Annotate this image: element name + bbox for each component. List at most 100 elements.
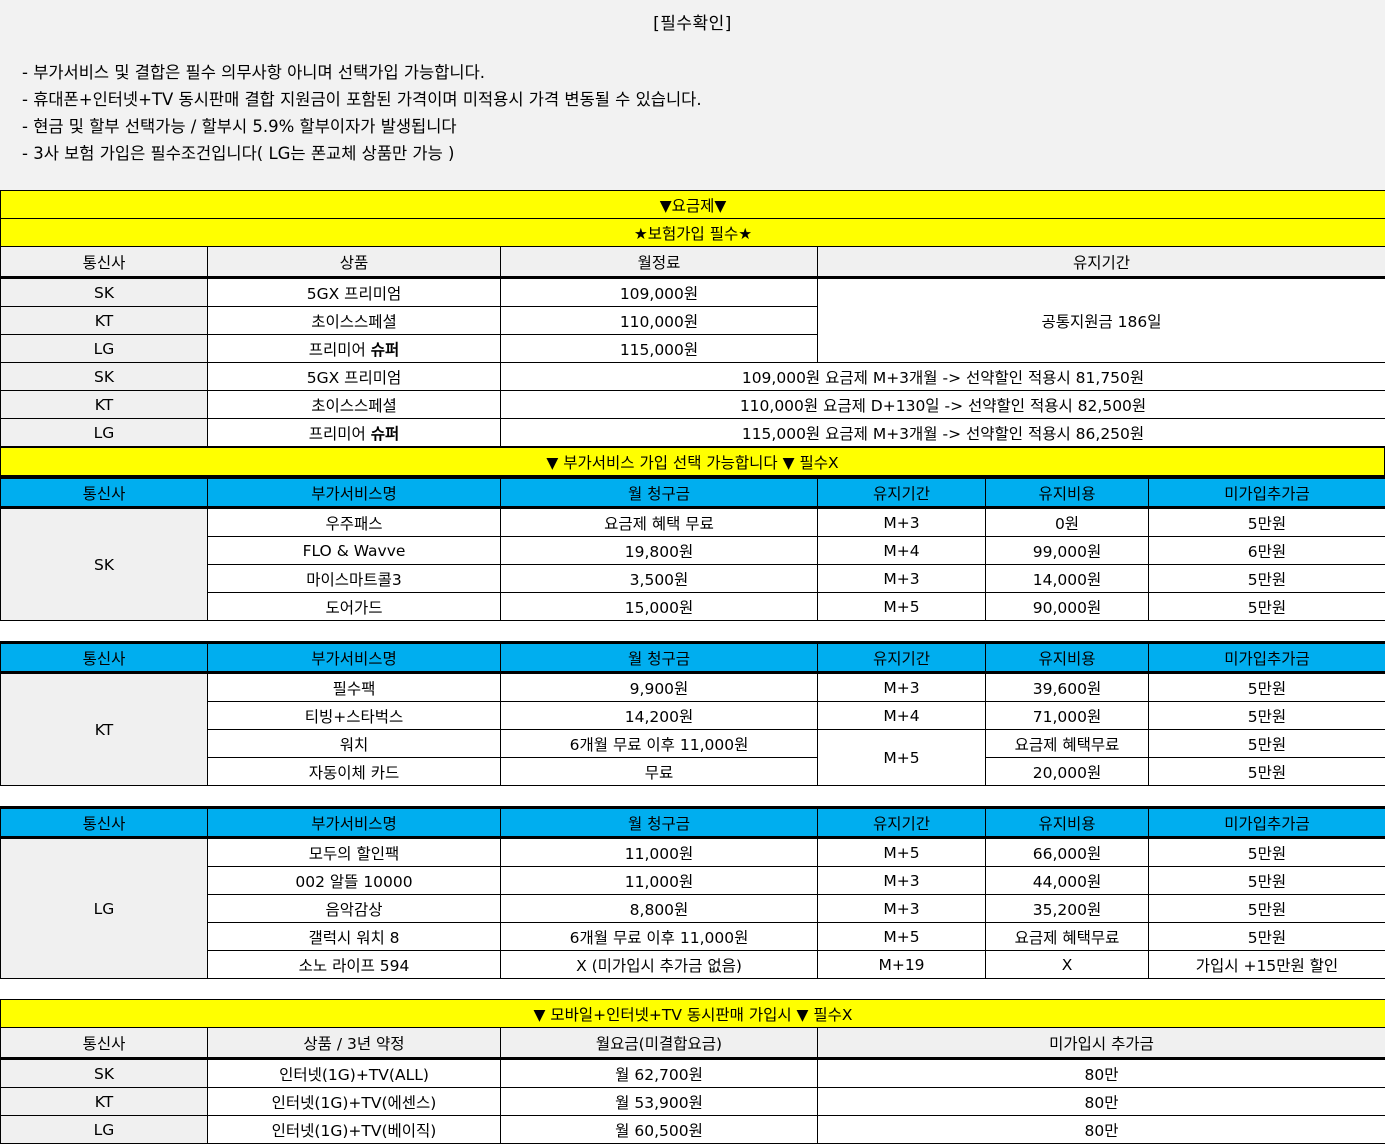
cell-monthly: 요금제 혜택 무료: [501, 508, 818, 537]
table-row: FLO & Wavve 19,800원 M+4 99,000원 6만원: [1, 537, 1385, 565]
vas-col-name: 부가서비스명: [208, 643, 501, 673]
combo-table: ▼ 모바일+인터넷+TV 동시판매 가입시 ▼ 필수X 통신사 상품 / 3년 …: [0, 999, 1385, 1144]
vas-banner-row: ▼ 부가서비스 가입 선택 가능합니다 ▼ 필수X: [1, 448, 1385, 476]
cell-carrier: KT: [1, 673, 208, 786]
cell-product: 5GX 프리미엄: [208, 278, 501, 307]
plan-section: ▼요금제▼ ★보험가입 필수★ 통신사 상품 월정료 유지기간 SK 5GX 프…: [0, 190, 1385, 447]
cell-carrier: SK: [1, 363, 208, 391]
cell-cost: 20,000원: [986, 758, 1149, 786]
cell-monthly: 8,800원: [501, 895, 818, 923]
cell-monthly: 월 60,500원: [501, 1116, 818, 1144]
cell-product: 5GX 프리미엄: [208, 363, 501, 391]
cell-product: 프리미어 슈퍼: [208, 419, 501, 447]
cell-penalty: 5만원: [1149, 508, 1385, 537]
product-text: 프리미어: [309, 341, 371, 359]
vas-col-cost: 유지비용: [986, 808, 1149, 838]
cell-carrier: SK: [1, 508, 208, 621]
cell-penalty: 5만원: [1149, 565, 1385, 593]
table-row: SK 5GX 프리미엄 109,000원 공통지원금 186일: [1, 278, 1385, 307]
product-emphasis: 슈퍼: [371, 425, 400, 443]
cell-monthly: 6개월 무료 이후 11,000원: [501, 730, 818, 758]
cell-penalty: 5만원: [1149, 923, 1385, 951]
plan-col-product: 상품: [208, 247, 501, 278]
cell-period: M+3: [818, 565, 986, 593]
cell-cost: 14,000원: [986, 565, 1149, 593]
cell-penalty: 80만: [818, 1059, 1385, 1088]
product-text: 초이스스페셜: [311, 397, 397, 415]
cell-fee: 110,000원: [501, 307, 818, 335]
table-row: 소노 라이프 594 X (미가입시 추가금 없음) M+19 X 가입시 +1…: [1, 951, 1385, 979]
table-row: LG 인터넷(1G)+TV(베이직) 월 60,500원 80만: [1, 1116, 1385, 1144]
combo-col-product: 상품 / 3년 약정: [208, 1028, 501, 1059]
plan-header-row: 통신사 상품 월정료 유지기간: [1, 247, 1385, 278]
cell-penalty: 80만: [818, 1116, 1385, 1144]
cell-monthly: 9,900원: [501, 673, 818, 702]
product-emphasis: 슈퍼: [371, 341, 400, 359]
combo-banner-row: ▼ 모바일+인터넷+TV 동시판매 가입시 ▼ 필수X: [1, 1000, 1385, 1028]
cell-service-name: 자동이체 카드: [208, 758, 501, 786]
vas-col-carrier: 통신사: [1, 478, 208, 508]
table-row: LG 모두의 할인팩 11,000원 M+5 66,000원 5만원: [1, 838, 1385, 867]
cell-service-name: 티빙+스타벅스: [208, 702, 501, 730]
cell-period: M+4: [818, 702, 986, 730]
cell-penalty: 가입시 +15만원 할인: [1149, 951, 1385, 979]
vas-table-lg: 통신사 부가서비스명 월 청구금 유지기간 유지비용 미가입추가금 LG 모두의…: [0, 806, 1385, 979]
table-row: SK 인터넷(1G)+TV(ALL) 월 62,700원 80만: [1, 1059, 1385, 1088]
cell-cost: 66,000원: [986, 838, 1149, 867]
cell-service-name: 필수팩: [208, 673, 501, 702]
cell-service-name: 갤럭시 워치 8: [208, 923, 501, 951]
combo-banner: ▼ 모바일+인터넷+TV 동시판매 가입시 ▼ 필수X: [1, 1000, 1385, 1028]
cell-cost: 0원: [986, 508, 1149, 537]
table-row: 갤럭시 워치 8 6개월 무료 이후 11,000원 M+5 요금제 혜택무료 …: [1, 923, 1385, 951]
table-row: SK 우주패스 요금제 혜택 무료 M+3 0원 5만원: [1, 508, 1385, 537]
notice-item: - 3사 보험 가입은 필수조건입니다( LG는 폰교체 상품만 가능 ): [22, 140, 1385, 167]
combo-col-carrier: 통신사: [1, 1028, 208, 1059]
cell-service-name: 워치: [208, 730, 501, 758]
cell-period: M+5: [818, 593, 986, 621]
vas-section-kt: 통신사 부가서비스명 월 청구금 유지기간 유지비용 미가입추가금 KT 필수팩…: [0, 641, 1385, 786]
table-row: SK 5GX 프리미엄 109,000원 요금제 M+3개월 -> 선약할인 적…: [1, 363, 1385, 391]
cell-carrier: LG: [1, 419, 208, 447]
cell-monthly: 11,000원: [501, 838, 818, 867]
cell-penalty: 5만원: [1149, 730, 1385, 758]
cell-period: M+5: [818, 730, 986, 786]
cell-period: M+5: [818, 838, 986, 867]
table-row: 도어가드 15,000원 M+5 90,000원 5만원: [1, 593, 1385, 621]
cell-cost: 요금제 혜택무료: [986, 730, 1149, 758]
product-text: 5GX 프리미엄: [307, 285, 401, 303]
cell-penalty: 5만원: [1149, 895, 1385, 923]
cell-product: 인터넷(1G)+TV(ALL): [208, 1059, 501, 1088]
cell-carrier: SK: [1, 278, 208, 307]
table-row: 워치 6개월 무료 이후 11,000원 M+5 요금제 혜택무료 5만원: [1, 730, 1385, 758]
cell-monthly: 11,000원: [501, 867, 818, 895]
cell-cost: 71,000원: [986, 702, 1149, 730]
table-row: KT 인터넷(1G)+TV(에센스) 월 53,900원 80만: [1, 1088, 1385, 1116]
cell-penalty: 5만원: [1149, 758, 1385, 786]
cell-product: 초이스스페셜: [208, 307, 501, 335]
plan-table: ▼요금제▼ ★보험가입 필수★ 통신사 상품 월정료 유지기간 SK 5GX 프…: [0, 190, 1385, 447]
cell-service-name: 음악감상: [208, 895, 501, 923]
vas-header-row-kt: 통신사 부가서비스명 월 청구금 유지기간 유지비용 미가입추가금: [1, 643, 1385, 673]
cell-period: M+4: [818, 537, 986, 565]
cell-penalty: 5만원: [1149, 702, 1385, 730]
product-text: 초이스스페셜: [311, 313, 397, 331]
section-gap: [0, 621, 1385, 641]
cell-monthly: X (미가입시 추가금 없음): [501, 951, 818, 979]
cell-monthly: 14,200원: [501, 702, 818, 730]
cell-service-name: 우주패스: [208, 508, 501, 537]
cell-discount-detail: 115,000원 요금제 M+3개월 -> 선약할인 적용시 86,250원: [501, 419, 1385, 447]
cell-carrier: LG: [1, 838, 208, 979]
table-row: KT 필수팩 9,900원 M+3 39,600원 5만원: [1, 673, 1385, 702]
cell-service-name: FLO & Wavve: [208, 537, 501, 565]
plan-banner-row-2: ★보험가입 필수★: [1, 219, 1385, 247]
vas-col-cost: 유지비용: [986, 643, 1149, 673]
product-text: 5GX 프리미엄: [307, 369, 401, 387]
cell-penalty: 5만원: [1149, 673, 1385, 702]
cell-service-name: 모두의 할인팩: [208, 838, 501, 867]
vas-col-name: 부가서비스명: [208, 478, 501, 508]
vas-col-monthly: 월 청구금: [501, 808, 818, 838]
table-row: 음악감상 8,800원 M+3 35,200원 5만원: [1, 895, 1385, 923]
cell-product: 인터넷(1G)+TV(에센스): [208, 1088, 501, 1116]
vas-col-monthly: 월 청구금: [501, 643, 818, 673]
cell-period: M+5: [818, 923, 986, 951]
